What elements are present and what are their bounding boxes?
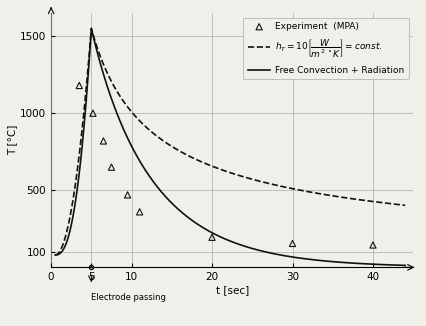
Point [370,242,377,247]
Point [76,83,83,88]
X-axis label: t [sec]: t [sec] [216,285,249,295]
Point [89,111,96,116]
Y-axis label: T [°C]: T [°C] [7,125,17,156]
Point [289,241,296,246]
Point [209,235,216,240]
Text: Electrode passing: Electrode passing [91,293,166,302]
Point [124,192,131,198]
Point [108,165,115,170]
Point [136,209,143,215]
Legend: Experiment  (MPA), $h_T = 10\left[\dfrac{W}{m^2\,^\circ K}\right] = const.$, Fre: Experiment (MPA), $h_T = 10\left[\dfrac{… [243,18,409,80]
Point [100,138,107,143]
